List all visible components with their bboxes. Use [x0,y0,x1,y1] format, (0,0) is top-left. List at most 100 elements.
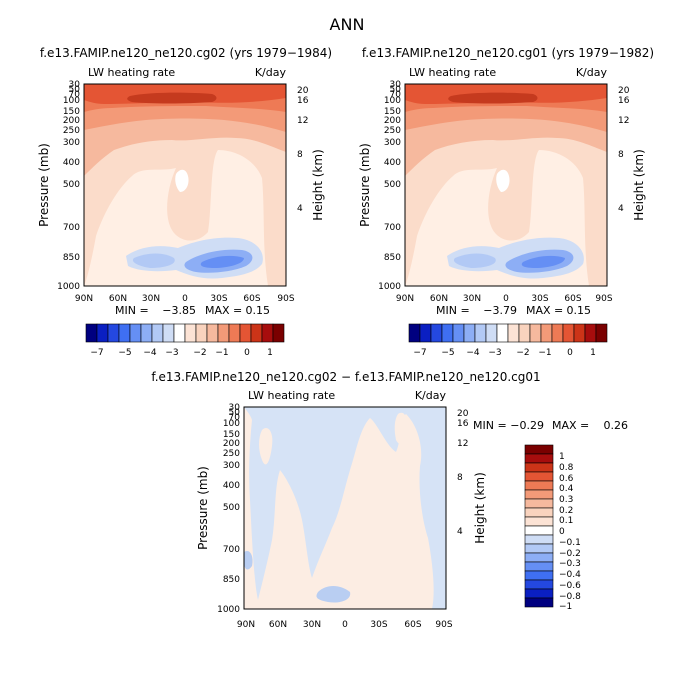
y-tick-label: 150 [223,430,240,440]
y2-tick-label: 20 [297,86,309,96]
y-tick-label: 700 [384,223,401,233]
colorbar-swatch [524,579,554,590]
y-axis-title: Pressure (mb) [37,143,51,227]
colorbar-label: −1 [559,602,572,612]
colorbar-swatch [474,323,487,343]
y-tick-label: 150 [63,107,80,117]
max-value: 0.15 [246,304,271,317]
plot-frame [243,406,447,610]
colorbar-swatch [151,323,164,343]
units-label: K/day [255,66,287,79]
y-tick-label: 30 [390,80,402,90]
contour-band-cold-4 [521,255,565,268]
colorbar-swatch [129,323,142,343]
colorbar-swatch [430,323,443,343]
y-tick-label: 850 [63,253,80,263]
x-tick-label: 30N [303,620,321,630]
x-tick-label: 30S [370,620,387,630]
plot-frame [404,83,608,287]
colorbar-swatch [524,471,554,482]
x-tick-label: 60N [269,620,287,630]
colorbar-swatch [228,323,241,343]
min-max-readout: MIN = −3.79 MAX = 0.15 [436,304,591,317]
x-axis: 90N 60N 30N 0 30S 60S 90S [396,294,613,304]
colorbar-label: −3 [488,348,501,358]
panel-top-right: f.e13.FAMIP.ne120_ne120.cg01 (yrs 1979−1… [358,46,654,358]
x-tick-label: 60S [564,294,581,304]
colorbar-swatch [524,462,554,473]
y2-tick-label: 12 [618,116,629,126]
colorbar-swatch [463,323,476,343]
max-label: MAX = [526,304,563,317]
y2-tick-label: 8 [297,150,303,160]
panel-difference: f.e13.FAMIP.ne120_ne120.cg02 − f.e13.FAM… [151,370,628,630]
colorbar-swatch [162,323,175,343]
colorbar-swatch [540,323,553,343]
colorbar-label: −5 [441,348,454,358]
y-tick-label: 30 [229,403,241,413]
y-tick-label: 1000 [57,282,80,292]
colorbar-swatch [518,323,531,343]
x-tick-label: 60N [109,294,127,304]
max-value: 0.15 [567,304,592,317]
x-tick-label: 0 [503,294,509,304]
colorbar-label: −4 [143,348,157,358]
x-tick-label: 60S [404,620,421,630]
colorbar-swatch [140,323,153,343]
colorbar-swatch [184,323,197,343]
colorbar-swatch [507,323,520,343]
colorbar-swatch [217,323,230,343]
y-axis-right: 20 16 12 8 4 Height (km) [297,86,325,221]
x-tick-label: 90S [277,294,294,304]
y-tick-label: 70 [229,413,241,423]
colorbar-swatch [524,588,554,599]
colorbar-label: 0 [244,348,250,358]
y2-tick-label: 4 [457,527,463,537]
colorbar-swatch [408,323,421,343]
colorbar-label: 0.2 [559,506,573,516]
colorbar-swatch [524,597,554,608]
colorbar-label: −2 [516,348,529,358]
y-tick-label: 300 [384,138,401,148]
y-tick-label: 400 [384,158,401,168]
x-axis: 90N 60N 30N 0 30S 60S 90S [237,620,453,630]
y2-tick-label: 8 [618,150,624,160]
y-axis-right: 20 16 12 8 4 Height (km) [618,86,646,221]
y-tick-label: 100 [63,96,80,106]
min-max-readout: MIN = −0.29 MAX = 0.26 [473,419,628,432]
colorbar-swatches [85,323,285,343]
colorbar-label: −0.6 [559,581,581,591]
x-tick-label: 30N [142,294,160,304]
y-tick-label: 850 [384,253,401,263]
colorbar-swatch [562,323,575,343]
y-tick-label: 30 [69,80,81,90]
page-title: ANN [330,15,365,34]
colorbar-swatch [118,323,131,343]
colorbar: 1 0.8 0.6 0.4 0.3 0.2 0.1 0 −0.1 −0.2 −0… [524,444,581,612]
colorbar: −7 −5 −4 −3 −2 −1 0 1 [85,323,285,358]
colorbar-swatch [524,489,554,500]
colorbar-label: −1 [538,348,551,358]
colorbar-swatch [485,323,498,343]
colorbar-label: −4 [466,348,480,358]
y-tick-label: 200 [384,116,401,126]
contour-band-negative [244,407,446,609]
y-tick-label: 100 [384,96,401,106]
colorbar-swatch [206,323,219,343]
y-axis-title: Pressure (mb) [196,466,210,550]
colorbar-label: −0.1 [559,538,581,548]
colorbar-label: 0.6 [559,474,574,484]
colorbar-label: −0.8 [559,592,581,602]
max-label: MAX = [552,419,589,432]
min-label: MIN = [473,419,507,432]
variable-label: LW heating rate [409,66,496,79]
y2-tick-label: 8 [457,473,463,483]
colorbar-swatch [524,498,554,509]
x-tick-label: 90S [595,294,612,304]
y2-tick-label: 4 [297,204,303,214]
y-tick-label: 200 [63,116,80,126]
x-tick-label: 60S [243,294,260,304]
colorbar-swatch [261,323,274,343]
colorbar-label: −2 [193,348,206,358]
y-axis-left: 30 50 70 100 150 200 250 300 400 500 700… [37,80,80,292]
